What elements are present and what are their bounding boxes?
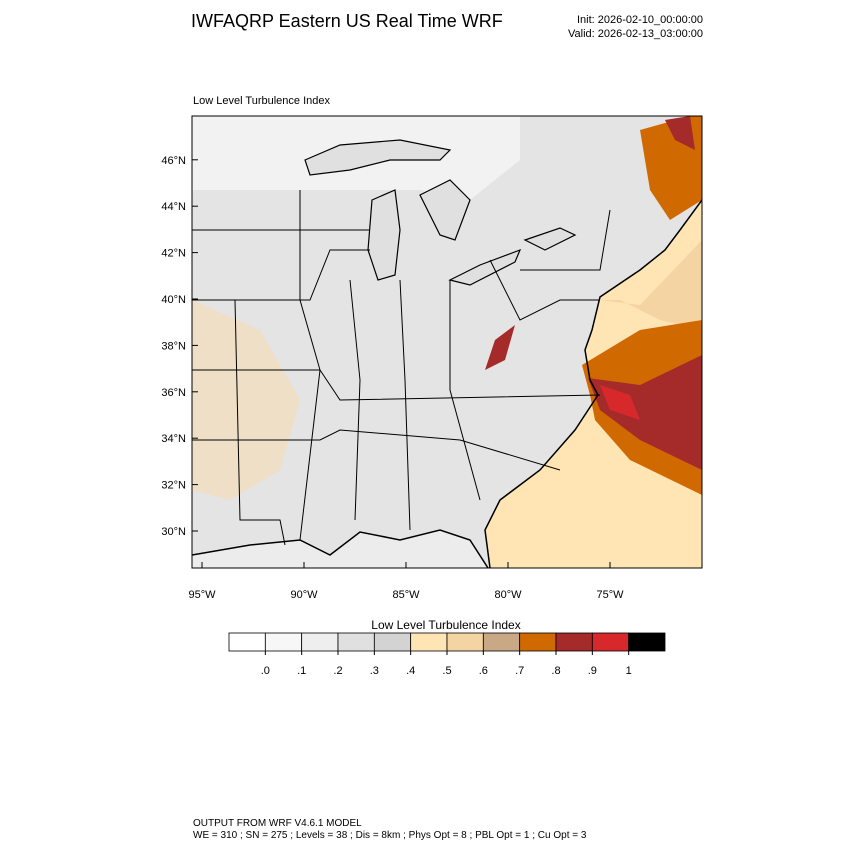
turbulence-area <box>600 240 702 330</box>
lon-tick-label: 90°W <box>290 589 318 601</box>
colorbar-box <box>446 632 484 652</box>
colorbar-box <box>373 632 412 652</box>
lat-tick-label: 38°N <box>161 340 186 352</box>
colorbar-title: Low Level Turbulence Index <box>371 618 520 632</box>
turbulence-area <box>600 385 640 420</box>
colorbar-box <box>301 632 339 652</box>
colorbar-tick-label: .8 <box>551 665 560 677</box>
lat-tick-label: 46°N <box>161 155 186 167</box>
init-time: Init: 2026-02-10_00:00:00 <box>577 14 703 26</box>
colorbar-box <box>337 632 375 652</box>
colorbar-box <box>228 632 266 652</box>
turbulence-area <box>588 355 702 470</box>
lon-tick-label: 80°W <box>494 589 522 601</box>
colorbar-tick-label: .1 <box>297 665 306 677</box>
title: IWFAQRP Eastern US Real Time WRF <box>191 11 503 31</box>
colorbar-tick-label: .7 <box>515 665 524 677</box>
colorbar-tick-label: .2 <box>333 665 342 677</box>
map-frame <box>191 115 703 569</box>
lat-tick-label: 30°N <box>161 526 186 538</box>
state-borders <box>192 190 611 546</box>
lat-tick-label: 44°N <box>161 201 186 213</box>
lon-tick-label: 85°W <box>392 589 420 601</box>
lon-tick-label: 75°W <box>596 589 624 601</box>
colorbar-tick-label: .5 <box>442 665 451 677</box>
colorbar-box <box>591 632 630 652</box>
colorbar-box <box>555 632 593 652</box>
lon-tick-label: 95°W <box>188 589 216 601</box>
lat-tick-label: 40°N <box>161 294 186 306</box>
colorbar-tick-label: .3 <box>370 665 379 677</box>
turbulence-area <box>192 300 300 500</box>
turbulence-area <box>485 325 515 370</box>
valid-time: Valid: 2026-02-13_03:00:00 <box>568 28 703 40</box>
lake-huron <box>419 179 471 241</box>
colorbar-box <box>410 632 448 652</box>
lake-superior <box>304 139 452 176</box>
turbulence-area <box>665 116 695 150</box>
colorbar-tick-label: .0 <box>261 665 270 677</box>
coastline <box>192 529 489 568</box>
colorbar-box <box>264 632 303 652</box>
lake-ontario <box>523 227 577 251</box>
lat-tick-label: 36°N <box>161 387 186 399</box>
colorbar-box <box>628 632 666 652</box>
coastline <box>484 199 702 568</box>
footer-line: OUTPUT FROM WRF V4.6.1 MODEL <box>193 818 362 829</box>
map <box>191 115 703 569</box>
colorbar-tick-label: .4 <box>406 665 415 677</box>
lat-tick-label: 42°N <box>161 248 186 260</box>
colorbar-tick-label: .6 <box>479 665 488 677</box>
gulf <box>192 530 488 568</box>
map-subtitle: Low Level Turbulence Index <box>193 95 330 107</box>
colorbar-box <box>482 632 521 652</box>
footer-line: WE = 310 ; SN = 275 ; Levels = 38 ; Dis … <box>193 830 587 841</box>
lake-erie <box>448 248 522 286</box>
colorbar-box <box>519 632 557 652</box>
lat-tick-label: 34°N <box>161 433 186 445</box>
lat-tick-label: 32°N <box>161 480 186 492</box>
colorbar-tick-label: 1 <box>626 665 632 677</box>
colorbar-tick-label: .9 <box>588 665 597 677</box>
